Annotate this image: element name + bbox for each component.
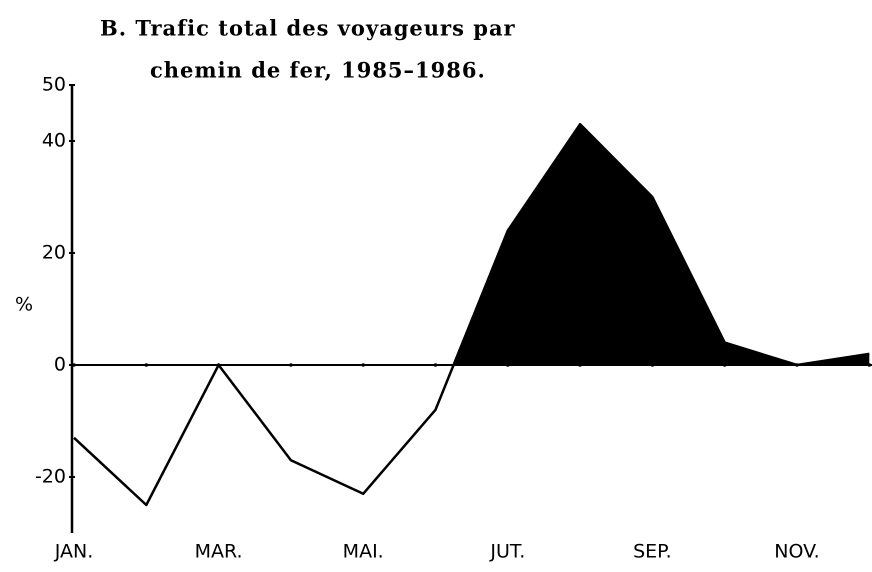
line	[73, 122, 870, 507]
chart-title: chemin de fer, 1985–1986.	[150, 58, 486, 83]
x-tick-label: MAI.	[343, 541, 384, 563]
x-tick-label: NOV.	[774, 541, 819, 563]
y-tick-label: 40	[42, 130, 66, 152]
x-tick-label: SEP.	[633, 541, 672, 563]
chart-title: B. Trafic total des voyageurs par	[100, 16, 516, 41]
y-tick-label: -20	[35, 466, 66, 488]
y-tick-label: 0	[54, 354, 66, 376]
positive-area	[74, 124, 870, 365]
y-tick-label: 50	[42, 74, 66, 96]
x-tick-label: JUT.	[489, 541, 525, 563]
x-tick-label: MAR.	[195, 541, 243, 563]
y-axis-label: %	[15, 294, 33, 316]
y-tick-label: 20	[42, 242, 66, 264]
x-tick-label: JAN.	[54, 541, 94, 563]
